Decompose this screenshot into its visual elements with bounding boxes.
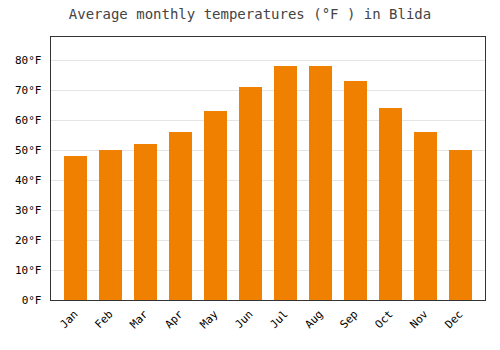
svg-text:Sep: Sep xyxy=(337,308,360,331)
svg-text:Mar: Mar xyxy=(127,307,151,331)
svg-text:0°F: 0°F xyxy=(22,294,42,307)
svg-text:10°F: 10°F xyxy=(15,264,42,277)
svg-text:20°F: 20°F xyxy=(15,234,42,247)
svg-text:60°F: 60°F xyxy=(15,114,42,127)
svg-text:30°F: 30°F xyxy=(15,204,42,217)
svg-text:Jan: Jan xyxy=(57,308,80,331)
svg-text:Oct: Oct xyxy=(372,308,395,331)
svg-text:Jul: Jul xyxy=(267,308,290,331)
svg-text:Aug: Aug xyxy=(302,308,325,331)
svg-text:70°F: 70°F xyxy=(15,84,42,97)
html-text:Average monthly temperatures (: Average monthly temperatures (°F ) in Bl… xyxy=(68,6,432,22)
svg-text:Apr: Apr xyxy=(162,307,186,331)
svg-text:Dec: Dec xyxy=(442,308,465,331)
svg-text:May: May xyxy=(197,307,221,331)
svg-text:Jun: Jun xyxy=(232,308,255,331)
svg-text:40°F: 40°F xyxy=(15,174,42,187)
svg-text:80°F: 80°F xyxy=(15,54,42,67)
svg-text:Nov: Nov xyxy=(407,307,431,331)
svg-text:50°F: 50°F xyxy=(15,144,42,157)
svg-text:Feb: Feb xyxy=(92,308,115,331)
